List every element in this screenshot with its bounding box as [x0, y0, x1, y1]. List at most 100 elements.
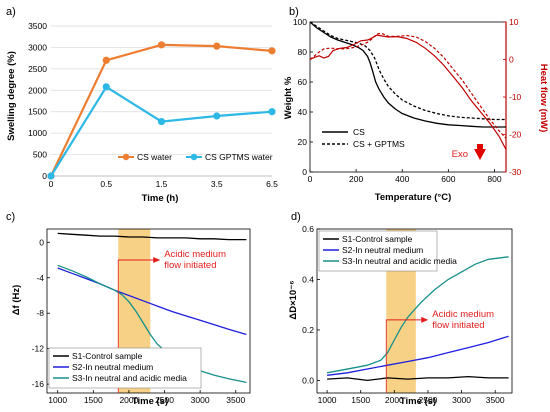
series-line-cs-gptms-water [50, 85, 273, 177]
legend-label-s3-in-neutral-and-acidic-media: S3-In neutral and acidic media [342, 256, 457, 266]
legend-label-s2-in-neutral-medium: S2-In neutral medium [342, 245, 423, 255]
panel-a-label: a) [6, 6, 16, 18]
panel-b-ylabel: Weight % [283, 76, 294, 119]
x-tick-label: 0.5 [100, 179, 112, 189]
panel-a-axes: 0 500 1000 1500 2000 2500 3000 3500 0 0.5 1.5 3.5 6.… [28, 21, 278, 189]
panel-c-label: c) [6, 211, 15, 223]
heat-flow-line-cs-gptms [309, 32, 507, 139]
x-tick-label: 2000 [119, 395, 138, 405]
panel-a-data [47, 41, 276, 180]
y-tick-label: -4 [36, 273, 44, 283]
x-tick-label: 800 [487, 174, 501, 184]
x-tick-label: 0 [49, 179, 54, 189]
legend-label-s1-control-sample: S1-Control sample [72, 351, 143, 361]
panel-d-xlabel: Time (s) [400, 396, 436, 407]
y-tick-label: 0.2 [302, 325, 314, 335]
y-tick-label: 0.6 [302, 224, 314, 234]
series-line-s3-in-neutral-and-acidic-media [326, 256, 509, 374]
exo-label: Exo [452, 149, 468, 160]
panel-b-data [309, 21, 507, 150]
y-tick-label: -12 [32, 344, 45, 354]
series-line-s2-in-neutral-medium [327, 335, 509, 376]
legend-box [48, 347, 202, 389]
panel-b-label: b) [289, 6, 299, 18]
series-line-s3-in-neutral-and-acidic-media [57, 264, 247, 384]
legend-box [318, 230, 438, 272]
annotation-label: flow initiated [164, 260, 216, 271]
y2-tick-label: -30 [509, 167, 522, 177]
x-tick-label: 1500 [351, 395, 370, 405]
panel-b-legend: CS CS + GPTMS [322, 127, 405, 149]
y-tick-label: 0 [39, 237, 44, 247]
y-tick-label: 80 [298, 47, 308, 57]
y-tick-label: 1500 [28, 107, 47, 117]
y-tick-label: 0 [302, 167, 307, 177]
data-point-cs-water [268, 47, 276, 55]
panel-d-label: d) [291, 211, 301, 223]
data-point-cs-gptms-water [268, 108, 276, 116]
y-tick-label: -16 [32, 379, 45, 389]
data-point-cs-gptms-water [102, 83, 110, 91]
x-tick-label: 3.5 [211, 179, 223, 189]
y-tick-label: 60 [298, 77, 308, 87]
x-tick-label: 3500 [486, 395, 505, 405]
series-line-s1-control-sample [57, 232, 247, 241]
y-tick-label: 3000 [28, 42, 47, 52]
data-point-cs-gptms-water [213, 112, 221, 120]
x-tick-label: 2000 [385, 395, 404, 405]
y-tick-label: 0.4 [302, 274, 314, 284]
x-tick-label: 0 [308, 174, 313, 184]
x-tick-label: 1.5 [156, 179, 168, 189]
weight-line-cs [309, 21, 506, 128]
x-tick-label: 6.5 [266, 179, 278, 189]
annotation-label: Acidic medium [164, 249, 226, 260]
legend-label-cs-gptms-water: CS GPTMS water [205, 152, 273, 162]
x-tick-label: 3000 [452, 395, 471, 405]
y-tick-label: -8 [36, 308, 44, 318]
heat-flow-line-cs [309, 34, 507, 150]
legend-label-s2-in-neutral-medium: S2-In neutral medium [72, 362, 153, 372]
y-tick-label: 3500 [28, 21, 47, 31]
legend-marker-cs-gptms-water [190, 153, 198, 161]
y-tick-label: 100 [293, 17, 307, 27]
legend-label-cs: CS [353, 127, 365, 137]
series-line-s2-in-neutral-medium [57, 267, 247, 336]
panel-d-ylabel: ΔD×10⁻⁶ [288, 280, 299, 319]
y-tick-label: 20 [298, 137, 308, 147]
data-point-cs-water [157, 41, 166, 49]
legend-label-cs-gptms: CS + GPTMS [353, 139, 405, 149]
y-tick-label: 0 [42, 171, 47, 181]
y2-tick-label: 10 [509, 17, 519, 27]
x-tick-label: 3500 [226, 395, 245, 405]
x-tick-label: 3000 [191, 395, 210, 405]
y2-tick-label: -10 [509, 92, 522, 102]
y-tick-label: 40 [298, 107, 308, 117]
x-tick-label: 2500 [155, 395, 174, 405]
panel-a-legend: CS water CS GPTMS water [118, 152, 273, 162]
panel-a-ylabel: Swelling degree (%) [6, 51, 17, 141]
panel-c: c) -16 -12 -8 -4 0 1000 1500 2000 2500 3000 3500 Δ… [6, 211, 251, 407]
data-point-cs-gptms-water [157, 117, 166, 126]
legend-marker-cs-water [122, 153, 130, 161]
series-line-s1-control-sample [327, 375, 509, 382]
panel-a: a) 0 500 1000 1500 2000 2500 3000 3500 0 0.5 1.5 3.… [6, 6, 278, 204]
data-point-cs-water [102, 56, 110, 64]
y-tick-label: 500 [33, 150, 47, 160]
y-tick-label: 0.0 [302, 375, 314, 385]
exo-arrow-icon [474, 144, 486, 160]
y-tick-label: 1000 [28, 128, 47, 138]
x-tick-label: 600 [441, 174, 455, 184]
annotation-label: flow initiated [432, 320, 484, 331]
x-tick-label: 1000 [318, 395, 337, 405]
legend-label-s1-control-sample: S1-Control sample [342, 234, 413, 244]
panel-c-ylabel: Δf (Hz) [11, 285, 22, 316]
y2-tick-label: 0 [509, 55, 514, 65]
legend-label-cs-water: CS water [137, 152, 172, 162]
